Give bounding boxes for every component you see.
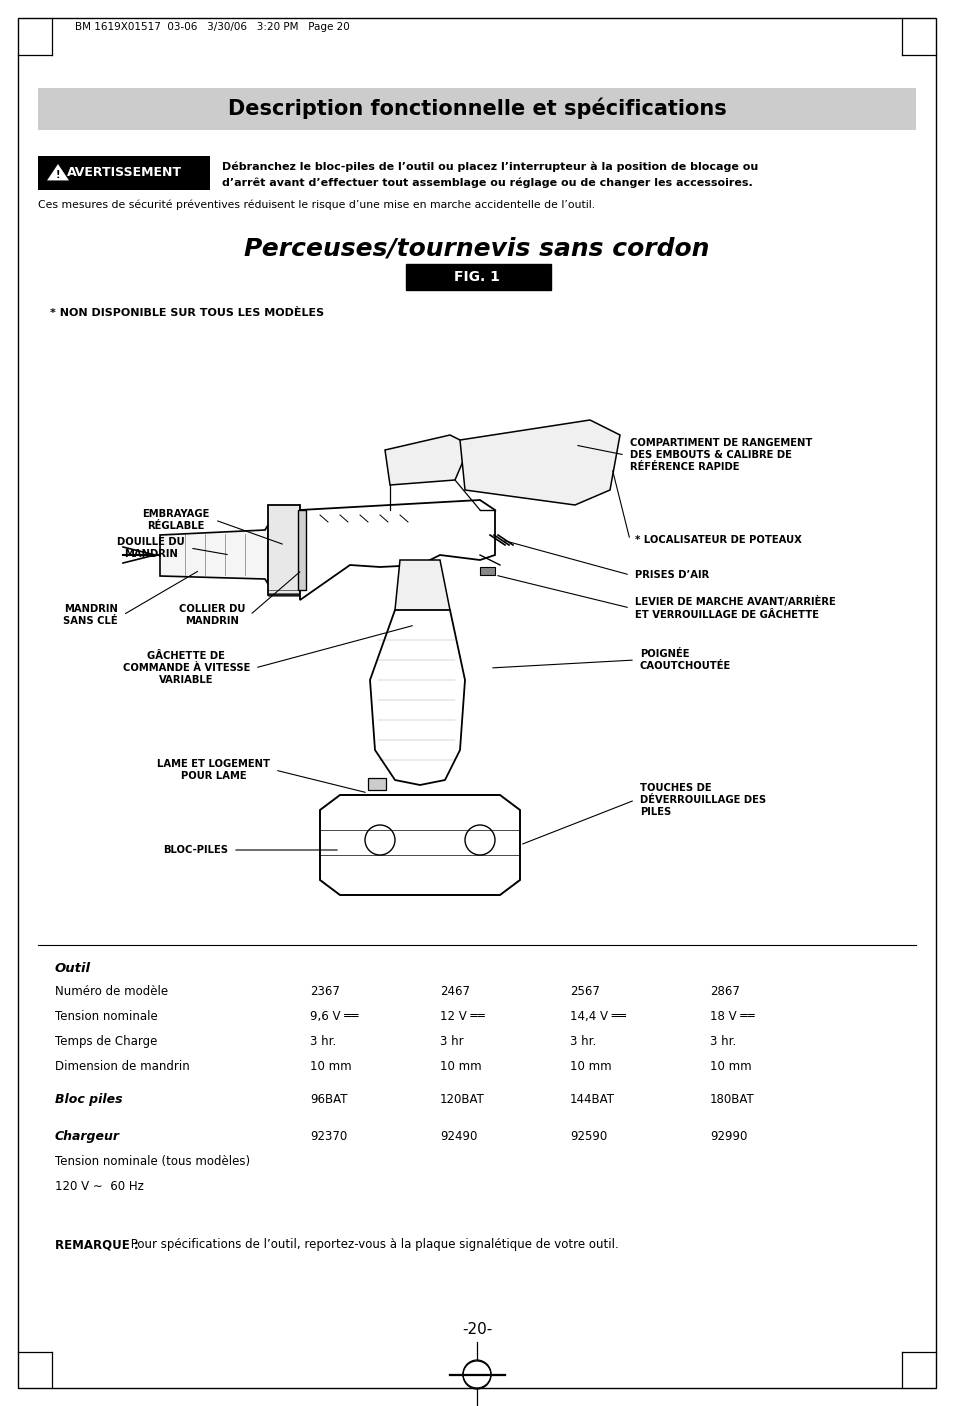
Text: GÂCHETTE DE
COMMANDE À VITESSE
VARIABLE: GÂCHETTE DE COMMANDE À VITESSE VARIABLE: [123, 651, 250, 685]
Text: 96BAT: 96BAT: [310, 1092, 347, 1107]
Text: Tension nominale: Tension nominale: [55, 1010, 157, 1024]
Text: * LOCALISATEUR DE POTEAUX: * LOCALISATEUR DE POTEAUX: [635, 536, 801, 546]
Text: 3 hr.: 3 hr.: [310, 1035, 335, 1047]
Text: Débranchez le bloc-piles de l’outil ou placez l’interrupteur à la position de bl: Débranchez le bloc-piles de l’outil ou p…: [222, 162, 758, 173]
Text: Temps de Charge: Temps de Charge: [55, 1035, 157, 1047]
Text: BLOC-PILES: BLOC-PILES: [163, 845, 228, 855]
Text: 2567: 2567: [569, 986, 599, 998]
Text: 3 hr: 3 hr: [439, 1035, 463, 1047]
Polygon shape: [459, 420, 619, 505]
Text: BM 1619X01517  03-06   3/30/06   3:20 PM   Page 20: BM 1619X01517 03-06 3/30/06 3:20 PM Page…: [75, 22, 350, 32]
Text: 10 mm: 10 mm: [709, 1060, 751, 1073]
Text: 10 mm: 10 mm: [439, 1060, 481, 1073]
Text: Dimension de mandrin: Dimension de mandrin: [55, 1060, 190, 1073]
Text: EMBRAYAGE
RÉGLABLE: EMBRAYAGE RÉGLABLE: [143, 509, 210, 531]
Text: d’arrêt avant d’effectuer tout assemblage ou réglage ou de changer les accessoir: d’arrêt avant d’effectuer tout assemblag…: [222, 179, 752, 188]
Text: Ces mesures de sécurité préventives réduisent le risque d’une mise en marche acc: Ces mesures de sécurité préventives rédu…: [38, 200, 595, 211]
Text: Chargeur: Chargeur: [55, 1130, 120, 1143]
Polygon shape: [46, 163, 70, 181]
Bar: [38, 89, 915, 129]
Text: LEVIER DE MARCHE AVANT/ARRIÈRE
ET VERROUILLAGE DE GÂCHETTE: LEVIER DE MARCHE AVANT/ARRIÈRE ET VERROU…: [635, 596, 835, 620]
Bar: [297, 510, 306, 591]
Text: PRISES D’AIR: PRISES D’AIR: [635, 569, 708, 581]
Text: POIGNÉE
CAOUTCHOUTÉE: POIGNÉE CAOUTCHOUTÉE: [639, 648, 731, 671]
Bar: [38, 156, 210, 190]
Text: 120BAT: 120BAT: [439, 1092, 484, 1107]
Text: REMARQUE :: REMARQUE :: [55, 1239, 138, 1251]
Text: * NON DISPONIBLE SUR TOUS LES MODÈLES: * NON DISPONIBLE SUR TOUS LES MODÈLES: [50, 308, 324, 318]
Text: 10 mm: 10 mm: [569, 1060, 611, 1073]
Text: -20-: -20-: [461, 1323, 492, 1337]
Text: 144BAT: 144BAT: [569, 1092, 615, 1107]
Polygon shape: [370, 610, 464, 785]
Text: 2367: 2367: [310, 986, 339, 998]
Text: FIG. 1: FIG. 1: [454, 270, 499, 284]
Bar: [479, 567, 495, 575]
Text: Description fonctionnelle et spécifications: Description fonctionnelle et spécificati…: [228, 97, 725, 118]
Text: COLLIER DU
MANDRIN: COLLIER DU MANDRIN: [178, 603, 245, 626]
Text: 92370: 92370: [310, 1130, 347, 1143]
Text: 180BAT: 180BAT: [709, 1092, 754, 1107]
Text: 2467: 2467: [439, 986, 470, 998]
Text: 120 V ∼  60 Hz: 120 V ∼ 60 Hz: [55, 1180, 144, 1194]
Text: TOUCHES DE
DÉVERROUILLAGE DES
PILES: TOUCHES DE DÉVERROUILLAGE DES PILES: [639, 783, 765, 817]
Bar: [268, 505, 299, 595]
Polygon shape: [160, 524, 268, 583]
Text: 12 V ══: 12 V ══: [439, 1010, 484, 1024]
Text: 3 hr.: 3 hr.: [709, 1035, 736, 1047]
Text: 10 mm: 10 mm: [310, 1060, 352, 1073]
Text: Pour spécifications de l’outil, reportez-vous à la plaque signalétique de votre : Pour spécifications de l’outil, reportez…: [127, 1239, 618, 1251]
Text: 9,6 V ══: 9,6 V ══: [310, 1010, 358, 1024]
Text: 18 V ══: 18 V ══: [709, 1010, 754, 1024]
Text: Perceuses/tournevis sans cordon: Perceuses/tournevis sans cordon: [244, 236, 709, 260]
Text: Outil: Outil: [55, 962, 91, 974]
Text: 3 hr.: 3 hr.: [569, 1035, 596, 1047]
Text: 92490: 92490: [439, 1130, 476, 1143]
Polygon shape: [385, 434, 470, 485]
Text: !: !: [55, 170, 60, 180]
Text: MANDRIN
SANS CLÉ: MANDRIN SANS CLÉ: [63, 603, 118, 626]
Text: Bloc piles: Bloc piles: [55, 1092, 123, 1107]
Text: 14,4 V ══: 14,4 V ══: [569, 1010, 625, 1024]
Text: 92990: 92990: [709, 1130, 746, 1143]
Text: AVERTISSEMENT: AVERTISSEMENT: [67, 166, 181, 180]
Text: LAME ET LOGEMENT
POUR LAME: LAME ET LOGEMENT POUR LAME: [157, 759, 270, 782]
Polygon shape: [395, 560, 450, 640]
Bar: [406, 264, 551, 290]
Polygon shape: [319, 794, 519, 896]
Text: DOUILLE DU
MANDRIN: DOUILLE DU MANDRIN: [117, 537, 185, 560]
Text: 2867: 2867: [709, 986, 740, 998]
Polygon shape: [299, 501, 495, 600]
Text: Numéro de modèle: Numéro de modèle: [55, 986, 168, 998]
Text: COMPARTIMENT DE RANGEMENT
DES EMBOUTS & CALIBRE DE
RÉFÉRENCE RAPIDE: COMPARTIMENT DE RANGEMENT DES EMBOUTS & …: [629, 437, 812, 472]
Text: Tension nominale (tous modèles): Tension nominale (tous modèles): [55, 1154, 250, 1168]
Bar: [368, 778, 386, 790]
Text: 92590: 92590: [569, 1130, 607, 1143]
